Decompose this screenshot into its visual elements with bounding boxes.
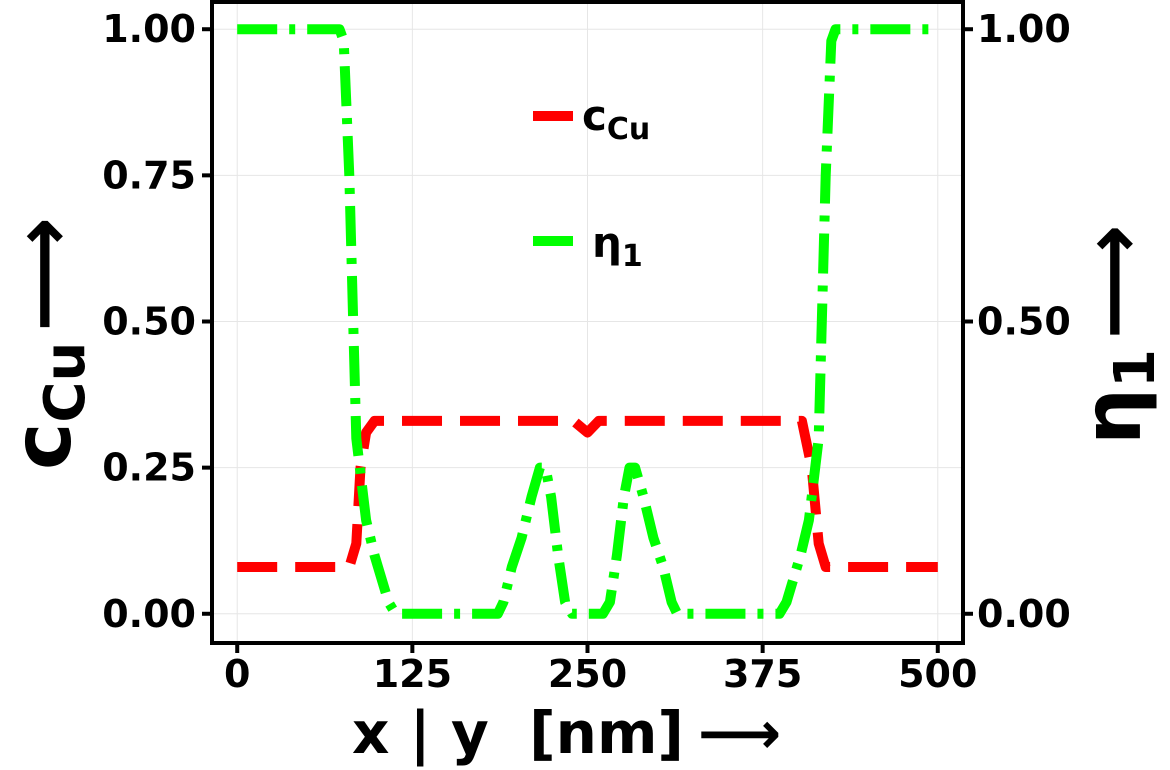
y-left-tick-label: 0.50 bbox=[102, 300, 196, 344]
x-tick-label: 125 bbox=[373, 652, 452, 696]
y-left-tick-label: 0.75 bbox=[102, 153, 196, 197]
y-left-tick-label: 0.00 bbox=[102, 592, 196, 636]
series-line-eta1 bbox=[237, 24, 938, 619]
y-right-tick-label: 0.00 bbox=[977, 592, 1071, 636]
legend-label-eta1: η1 bbox=[592, 218, 643, 274]
x-tick-label: 250 bbox=[548, 652, 627, 696]
ticks-layer: 0 125 250 375 5000.000.250.500.751.000.000.5… bbox=[102, 7, 1071, 696]
x-axis-title: x | y [nm] ⟶ bbox=[352, 699, 781, 767]
y-left-tick-label: 1.00 bbox=[102, 7, 196, 51]
y-axis-left-title: cCu⟶ bbox=[0, 217, 98, 470]
series-layer bbox=[237, 24, 938, 619]
x-tick-label: 0 bbox=[224, 652, 250, 696]
x-tick-label: 375 bbox=[723, 652, 802, 696]
y-right-tick-label: 1.00 bbox=[977, 7, 1071, 51]
x-tick-label: 500 bbox=[898, 652, 977, 696]
y-right-tick-label: 0.50 bbox=[977, 300, 1071, 344]
y-left-tick-label: 0.25 bbox=[102, 446, 196, 490]
legend: cCu η1 bbox=[533, 91, 650, 274]
legend-label-ccu: cCu bbox=[582, 91, 650, 147]
series-line-ccu bbox=[237, 415, 938, 572]
y-axis-right-title: η1⟶ bbox=[1066, 224, 1168, 445]
